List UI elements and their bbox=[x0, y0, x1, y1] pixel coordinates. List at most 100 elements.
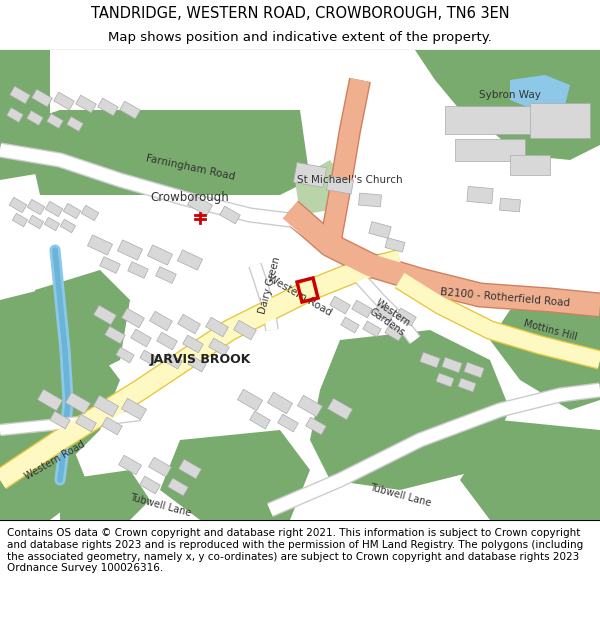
Bar bbox=[50, 411, 70, 429]
Bar bbox=[105, 326, 125, 344]
Text: Dairy Green: Dairy Green bbox=[257, 256, 283, 314]
Bar bbox=[363, 321, 381, 337]
Polygon shape bbox=[0, 110, 290, 180]
Bar bbox=[385, 325, 403, 341]
Polygon shape bbox=[0, 340, 120, 470]
Bar bbox=[149, 458, 172, 477]
Bar bbox=[164, 353, 182, 369]
Bar bbox=[455, 139, 525, 161]
Bar bbox=[119, 455, 142, 475]
Text: Tubwell Lane: Tubwell Lane bbox=[368, 482, 432, 508]
Polygon shape bbox=[450, 50, 600, 135]
Bar bbox=[500, 198, 520, 212]
Text: St Michael''s Church: St Michael''s Church bbox=[297, 175, 403, 185]
Bar bbox=[458, 378, 476, 392]
Bar bbox=[118, 240, 143, 260]
Text: Tubwell Lane: Tubwell Lane bbox=[128, 492, 192, 518]
Bar bbox=[88, 235, 113, 255]
Text: Mottins Hill: Mottins Hill bbox=[522, 318, 578, 342]
Bar bbox=[27, 199, 45, 214]
Bar bbox=[268, 392, 293, 414]
Text: Western Road: Western Road bbox=[266, 272, 334, 318]
Bar bbox=[293, 162, 326, 188]
Bar bbox=[116, 347, 134, 363]
Bar bbox=[369, 222, 391, 238]
Bar bbox=[67, 117, 83, 131]
Bar bbox=[420, 352, 440, 367]
Bar bbox=[326, 176, 353, 194]
Bar bbox=[183, 335, 203, 353]
Bar bbox=[306, 417, 326, 435]
Bar bbox=[54, 92, 74, 110]
Polygon shape bbox=[160, 430, 310, 520]
Polygon shape bbox=[310, 330, 510, 490]
Bar bbox=[278, 414, 298, 432]
Bar bbox=[178, 314, 200, 334]
Bar bbox=[140, 350, 158, 366]
Bar bbox=[467, 186, 493, 204]
Bar bbox=[81, 206, 99, 221]
Polygon shape bbox=[0, 50, 50, 130]
Bar bbox=[102, 417, 122, 435]
Bar bbox=[178, 250, 203, 270]
Bar bbox=[168, 478, 188, 496]
Bar bbox=[26, 111, 43, 126]
Bar bbox=[122, 308, 145, 328]
Bar bbox=[10, 86, 30, 104]
Bar bbox=[233, 320, 256, 340]
Bar bbox=[9, 198, 27, 212]
Bar bbox=[156, 267, 176, 283]
Bar bbox=[37, 389, 62, 411]
Bar bbox=[157, 332, 177, 350]
Bar bbox=[128, 262, 148, 278]
Bar bbox=[341, 317, 359, 333]
Bar bbox=[61, 219, 76, 232]
Bar bbox=[47, 114, 64, 128]
Bar bbox=[94, 395, 119, 417]
Bar bbox=[445, 106, 535, 134]
Bar bbox=[187, 194, 212, 216]
Bar bbox=[464, 362, 484, 378]
Bar bbox=[131, 329, 151, 347]
Bar bbox=[206, 318, 229, 337]
Polygon shape bbox=[0, 280, 110, 390]
Bar bbox=[76, 414, 96, 432]
Polygon shape bbox=[415, 50, 600, 160]
Bar bbox=[148, 245, 173, 265]
Text: Western Road: Western Road bbox=[23, 439, 87, 481]
Text: Map shows position and indicative extent of the property.: Map shows position and indicative extent… bbox=[108, 31, 492, 44]
Bar bbox=[45, 201, 63, 217]
Polygon shape bbox=[30, 110, 310, 195]
Bar bbox=[120, 101, 140, 119]
Polygon shape bbox=[490, 290, 600, 410]
Bar bbox=[330, 296, 350, 314]
Bar bbox=[238, 389, 263, 411]
Bar bbox=[442, 357, 462, 372]
Bar bbox=[63, 203, 81, 219]
Bar bbox=[328, 398, 353, 420]
Polygon shape bbox=[295, 160, 345, 215]
Bar bbox=[100, 257, 120, 273]
Bar bbox=[13, 213, 28, 227]
Bar bbox=[250, 411, 270, 429]
Bar bbox=[510, 155, 550, 175]
Bar bbox=[149, 311, 172, 331]
Bar bbox=[209, 338, 229, 356]
Bar bbox=[44, 217, 59, 231]
Bar bbox=[188, 356, 206, 372]
Bar bbox=[220, 206, 240, 224]
Polygon shape bbox=[0, 440, 90, 520]
Bar bbox=[530, 102, 590, 138]
Polygon shape bbox=[30, 270, 130, 380]
Bar bbox=[179, 459, 202, 479]
Bar bbox=[396, 308, 416, 326]
Bar bbox=[7, 107, 23, 122]
Text: Sybron Way: Sybron Way bbox=[479, 90, 541, 100]
Bar bbox=[98, 98, 118, 116]
Text: Western
Gardens: Western Gardens bbox=[367, 298, 413, 339]
Bar bbox=[140, 476, 160, 494]
Bar bbox=[94, 305, 116, 325]
Bar bbox=[76, 95, 96, 113]
Polygon shape bbox=[510, 75, 570, 110]
Bar bbox=[28, 215, 44, 229]
